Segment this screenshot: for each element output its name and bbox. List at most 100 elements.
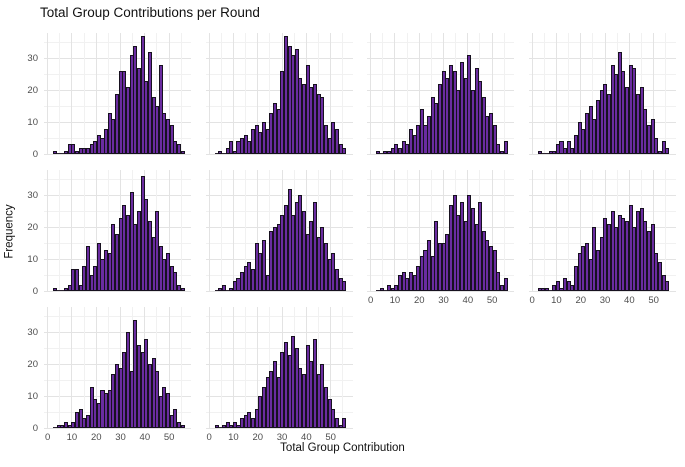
histogram-bar	[100, 138, 105, 154]
histogram-bar	[555, 281, 560, 291]
histogram-bar	[309, 361, 314, 428]
histogram-bar	[397, 275, 402, 291]
histogram-bar	[327, 259, 332, 291]
histogram-bar	[427, 115, 432, 154]
histogram-bar	[606, 224, 611, 291]
grid-line	[205, 42, 353, 44]
histogram-bar	[236, 278, 241, 291]
x-tick-label: 40	[624, 295, 635, 306]
grid-line	[653, 33, 655, 154]
histogram-bar	[133, 319, 138, 428]
histogram-bar	[376, 150, 381, 154]
grid-line	[370, 33, 372, 154]
grid-line	[44, 73, 191, 75]
histogram-bar	[236, 141, 241, 154]
histogram-bar	[122, 71, 127, 154]
histogram-bar	[323, 386, 328, 428]
grid-line	[269, 33, 271, 154]
histogram-bar	[412, 275, 417, 291]
histogram-bar	[405, 278, 410, 291]
y-tick-label: 20	[27, 359, 38, 371]
grid-line	[232, 307, 234, 428]
grid-line	[107, 33, 109, 154]
histogram-bar	[316, 93, 321, 154]
grid-line	[528, 194, 676, 196]
grid-line	[503, 33, 505, 154]
histogram-bar	[621, 217, 626, 291]
grid-line	[44, 42, 191, 44]
x-tick-label: 0	[529, 295, 535, 306]
histogram-bar	[657, 150, 662, 154]
histogram-bar	[500, 150, 505, 154]
histogram-bar	[60, 424, 65, 428]
histogram-bar	[592, 227, 597, 291]
histogram-bar	[401, 271, 406, 291]
histogram-bar	[405, 144, 410, 154]
grid-line	[418, 33, 420, 154]
histogram-bar	[470, 90, 475, 154]
histogram-bar	[430, 255, 435, 291]
histogram-bar	[320, 227, 325, 291]
x-tick-label: 40	[462, 295, 474, 306]
grid-line	[220, 307, 222, 428]
histogram-bar	[151, 236, 156, 291]
grid-line	[555, 33, 557, 154]
histogram-bar	[449, 64, 454, 154]
x-tick-label: 10	[66, 432, 78, 443]
grid-line	[406, 170, 408, 291]
histogram-bar	[247, 141, 252, 154]
grid-line	[342, 170, 344, 291]
grid-line	[95, 33, 97, 154]
grid-line	[257, 33, 259, 154]
histogram-bar	[342, 418, 347, 428]
histogram-bar	[577, 122, 582, 154]
histogram-bar	[496, 144, 501, 154]
grid-line	[168, 170, 170, 291]
histogram-bar	[115, 233, 120, 291]
histogram-bar	[390, 287, 395, 291]
histogram-bar	[599, 236, 604, 291]
histogram-bar	[180, 424, 185, 428]
histogram-bar	[214, 424, 219, 428]
grid-line	[394, 170, 396, 291]
histogram-bar	[566, 141, 571, 154]
grid-line	[44, 226, 191, 228]
histogram-bar	[661, 141, 666, 154]
histogram-bar	[104, 249, 109, 291]
histogram-bar	[632, 68, 637, 154]
grid-line	[665, 33, 667, 154]
histogram-bar	[467, 195, 472, 291]
x-tick-label: 30	[599, 295, 611, 306]
histogram-bar	[78, 147, 83, 154]
grid-line	[208, 170, 210, 291]
histogram-bar	[570, 284, 575, 291]
x-tick-label: 50	[648, 295, 659, 306]
grid-line	[59, 307, 61, 428]
grid-line	[232, 33, 234, 154]
histogram-bar	[287, 354, 292, 428]
histogram-bar	[261, 386, 267, 428]
histogram-bar	[89, 386, 94, 428]
histogram-bar	[265, 275, 270, 291]
histogram-bar	[610, 64, 615, 154]
grid-line	[205, 89, 353, 91]
histogram-bar	[229, 424, 234, 428]
histogram-bar	[313, 201, 318, 291]
histogram-bar	[657, 262, 662, 291]
histogram-bar	[489, 246, 494, 291]
histogram-bar	[496, 271, 501, 291]
histogram-bar	[74, 150, 79, 154]
histogram-bar	[503, 278, 508, 291]
histogram-bar	[115, 93, 120, 154]
grid-line	[156, 307, 158, 428]
grid-line	[205, 363, 353, 365]
histogram-bar	[254, 125, 259, 154]
grid-line	[44, 331, 191, 333]
x-tick-label: 10	[551, 295, 562, 306]
histogram-bar	[621, 71, 626, 154]
histogram-bar	[628, 205, 633, 291]
grid-line	[394, 33, 396, 154]
histogram-bar	[327, 399, 332, 428]
grid-line	[528, 57, 676, 59]
